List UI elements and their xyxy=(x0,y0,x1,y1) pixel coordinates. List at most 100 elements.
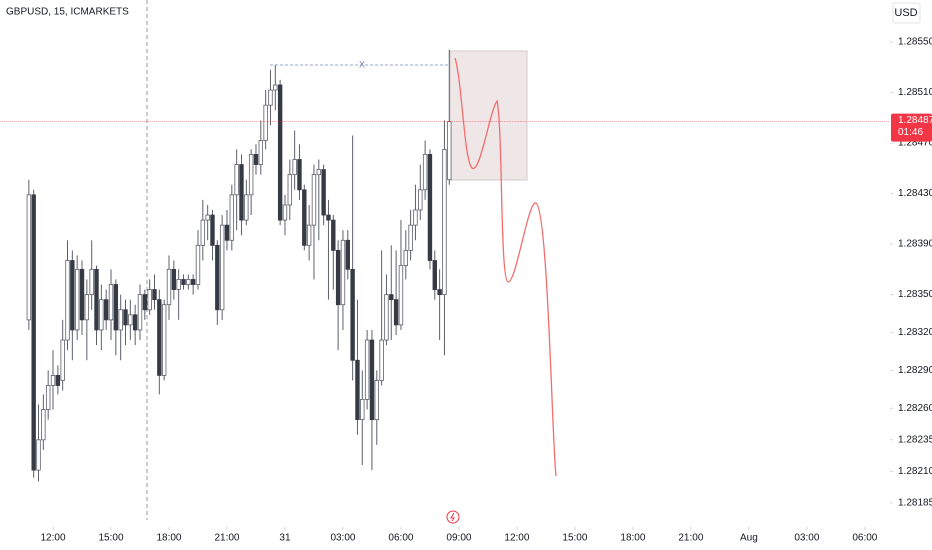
candle-body xyxy=(195,244,201,285)
x-tick-label: 21:00 xyxy=(678,533,703,544)
x-tick-label: 15:00 xyxy=(98,533,123,544)
candle-body xyxy=(413,209,418,226)
x-tick-label: 03:00 xyxy=(794,533,819,544)
candle-body xyxy=(50,375,56,386)
candle-body xyxy=(89,268,94,295)
candle-body xyxy=(340,239,346,306)
candle-body xyxy=(234,164,239,196)
x-tick-label: 06:00 xyxy=(388,533,413,544)
candle-body xyxy=(190,279,196,285)
y-tick-label: 1.28550 xyxy=(898,37,932,48)
candle-body xyxy=(60,339,65,381)
candle-body xyxy=(205,214,210,221)
x-tick-label: 21:00 xyxy=(214,533,239,544)
candle-body xyxy=(331,219,336,251)
candle-body xyxy=(432,260,437,290)
candle-body xyxy=(282,204,288,221)
candle-body xyxy=(326,214,331,221)
candle-body xyxy=(360,399,365,421)
candle-body xyxy=(384,294,389,341)
alert-icon[interactable] xyxy=(446,510,460,524)
y-tick-label: 1.28510 xyxy=(898,87,932,98)
candle-body xyxy=(137,294,143,331)
candle-body xyxy=(79,268,85,321)
candle-body xyxy=(219,224,225,311)
x-tick-label: 09:00 xyxy=(446,533,471,544)
candle-body xyxy=(273,84,278,91)
candle-body xyxy=(268,89,273,106)
x-tick-label: 12:00 xyxy=(40,533,65,544)
candle-body xyxy=(297,159,302,191)
candle-body xyxy=(36,439,41,471)
candle-body xyxy=(287,174,293,206)
candle-body xyxy=(427,154,433,261)
candle-body xyxy=(161,304,167,376)
x-tick-label: Aug xyxy=(740,533,758,544)
candle-body xyxy=(118,309,123,331)
candle-body xyxy=(364,339,370,400)
x-tick-label: 15:00 xyxy=(562,533,587,544)
measure-label: X xyxy=(359,59,365,69)
candle-body xyxy=(335,250,341,306)
y-tick-label: 1.28470 xyxy=(898,138,932,149)
chart-title: GBPUSD, 15, ICMARKETS xyxy=(6,7,129,18)
y-tick-label: 1.28390 xyxy=(898,239,932,250)
candle-body xyxy=(316,169,321,176)
candle-body xyxy=(200,219,206,246)
candle-body xyxy=(84,294,90,321)
candle-body xyxy=(408,224,413,251)
price-axis-panel xyxy=(890,0,932,550)
candle-body xyxy=(171,268,177,290)
candle-body xyxy=(224,224,230,241)
x-tick-label: 18:00 xyxy=(156,533,181,544)
candle-body xyxy=(403,250,408,266)
projection-curve xyxy=(454,57,557,477)
x-tick-label: 03:00 xyxy=(330,533,355,544)
candle-body xyxy=(31,194,36,471)
candle-body xyxy=(142,294,148,311)
candle-body xyxy=(447,121,452,181)
candle-body xyxy=(45,385,51,410)
alert-icon-bolt xyxy=(450,512,455,522)
candle-body xyxy=(157,299,162,376)
y-tick-label: 1.28430 xyxy=(898,188,932,199)
candle-body xyxy=(108,284,114,321)
candle-body xyxy=(389,294,394,301)
candle-body xyxy=(176,279,181,290)
candle-body xyxy=(103,299,109,321)
candle-body xyxy=(302,189,307,246)
candle-body xyxy=(345,239,350,270)
candle-body xyxy=(311,174,317,226)
candle-body xyxy=(166,268,172,306)
candle-body xyxy=(321,169,326,216)
candle-body xyxy=(55,375,61,386)
candle-body xyxy=(422,154,428,191)
candle-body xyxy=(94,268,99,331)
current-price-label: 1.28487 xyxy=(898,115,932,126)
candle-body xyxy=(229,194,235,241)
candle-body xyxy=(65,260,70,341)
candle-body xyxy=(186,279,191,285)
x-tick-label: 12:00 xyxy=(504,533,529,544)
candle-body xyxy=(355,359,360,421)
candle-body xyxy=(437,289,442,295)
candle-body xyxy=(393,299,399,326)
candle-body xyxy=(26,194,32,321)
countdown: 01:46 xyxy=(898,127,923,138)
candle-body xyxy=(99,299,104,331)
currency-box xyxy=(892,2,921,24)
x-tick-label: 06:00 xyxy=(852,533,877,544)
candle-body xyxy=(113,284,119,331)
y-tick-label: 1.28185 xyxy=(898,498,932,509)
candle-body xyxy=(181,279,186,285)
candle-body xyxy=(244,194,249,221)
candle-body xyxy=(306,224,312,246)
candle-body xyxy=(147,289,152,311)
candle-body xyxy=(374,380,379,421)
y-tick-label: 1.28350 xyxy=(898,289,932,300)
candle-body xyxy=(277,84,283,221)
candle-body xyxy=(369,339,375,421)
y-tick-label: 1.28210 xyxy=(898,466,932,477)
candle-body xyxy=(253,154,259,165)
candle-body xyxy=(350,268,355,361)
